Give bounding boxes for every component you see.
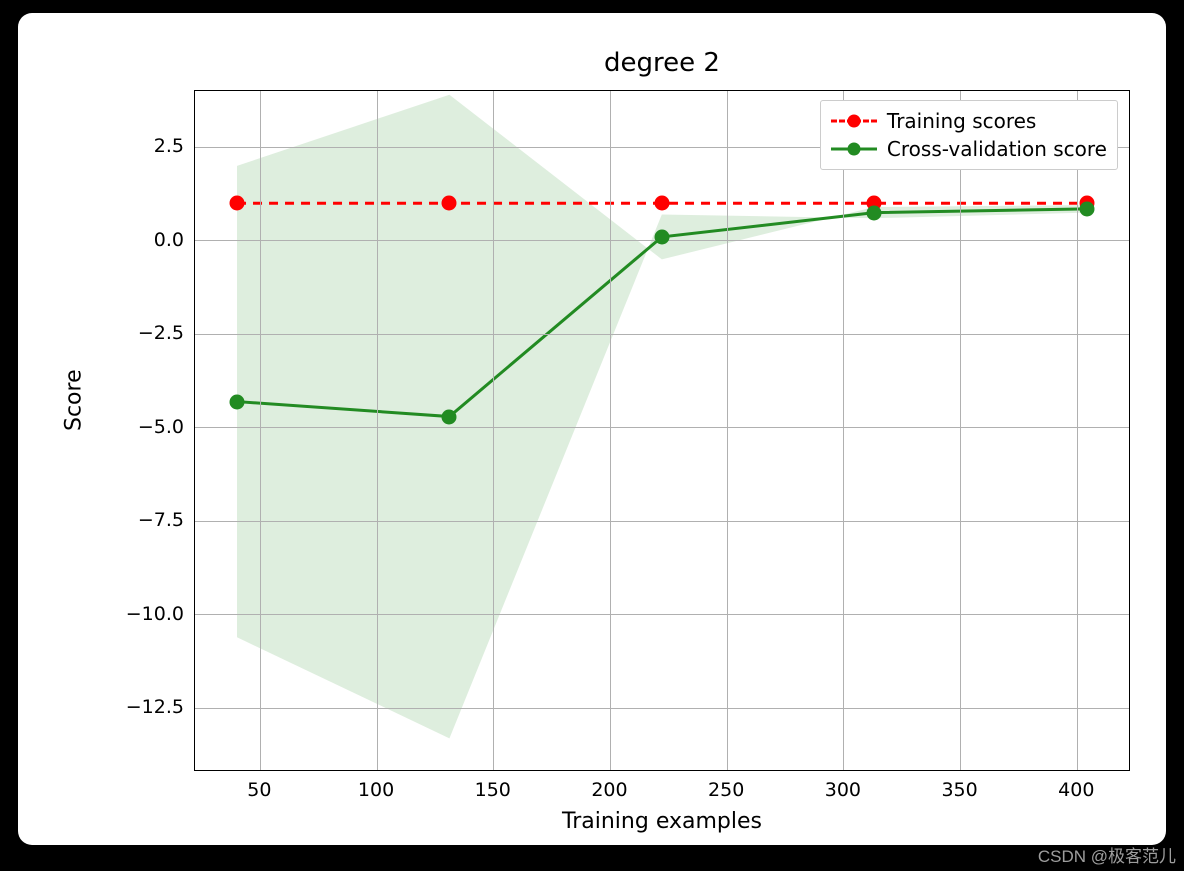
cv-marker xyxy=(442,409,457,424)
gridline-vertical xyxy=(727,91,728,770)
x-tick-label: 300 xyxy=(825,779,861,801)
legend-swatch xyxy=(831,139,877,159)
train-marker xyxy=(230,196,245,211)
gridline-vertical xyxy=(260,91,261,770)
x-axis-label: Training examples xyxy=(562,809,762,834)
x-tick-label: 100 xyxy=(358,779,394,801)
y-tick-label: 0.0 xyxy=(154,229,184,251)
gridline-vertical xyxy=(377,91,378,770)
cv-marker xyxy=(230,394,245,409)
chart-card: degree 2 Training examples Score Trainin… xyxy=(18,13,1166,845)
cv-marker xyxy=(1079,201,1094,216)
cv-marker xyxy=(654,229,669,244)
legend: Training scores Cross-validation score xyxy=(820,100,1118,170)
watermark: CSDN @极客范儿 xyxy=(1038,842,1176,867)
y-tick-label: −2.5 xyxy=(138,322,184,344)
gridline-vertical xyxy=(493,91,494,770)
gridline-horizontal xyxy=(195,614,1129,615)
gridline-horizontal xyxy=(195,427,1129,428)
cv-marker xyxy=(867,205,882,220)
gridline-horizontal xyxy=(195,334,1129,335)
x-tick-label: 250 xyxy=(708,779,744,801)
gridline-vertical xyxy=(960,91,961,770)
chart-title: degree 2 xyxy=(604,48,720,78)
y-tick-label: −5.0 xyxy=(138,416,184,438)
legend-item-cv: Cross-validation score xyxy=(831,135,1107,163)
x-tick-label: 200 xyxy=(591,779,627,801)
legend-item-train: Training scores xyxy=(831,107,1107,135)
gridline-horizontal xyxy=(195,708,1129,709)
x-tick-label: 350 xyxy=(941,779,977,801)
gridline-horizontal xyxy=(195,521,1129,522)
x-tick-label: 150 xyxy=(475,779,511,801)
x-tick-label: 50 xyxy=(247,779,271,801)
gridline-vertical xyxy=(1077,91,1078,770)
legend-label: Training scores xyxy=(887,109,1036,133)
y-tick-label: 2.5 xyxy=(154,135,184,157)
legend-label: Cross-validation score xyxy=(887,137,1107,161)
train-marker xyxy=(654,196,669,211)
y-axis-label: Score xyxy=(62,369,87,431)
legend-swatch xyxy=(831,111,877,131)
y-tick-label: −12.5 xyxy=(126,696,184,718)
x-tick-label: 400 xyxy=(1058,779,1094,801)
gridline-vertical xyxy=(843,91,844,770)
plot-svg xyxy=(195,91,1131,772)
y-tick-label: −10.0 xyxy=(126,603,184,625)
y-tick-label: −7.5 xyxy=(138,509,184,531)
train-marker xyxy=(442,196,457,211)
plot-area xyxy=(194,90,1130,771)
gridline-vertical xyxy=(610,91,611,770)
